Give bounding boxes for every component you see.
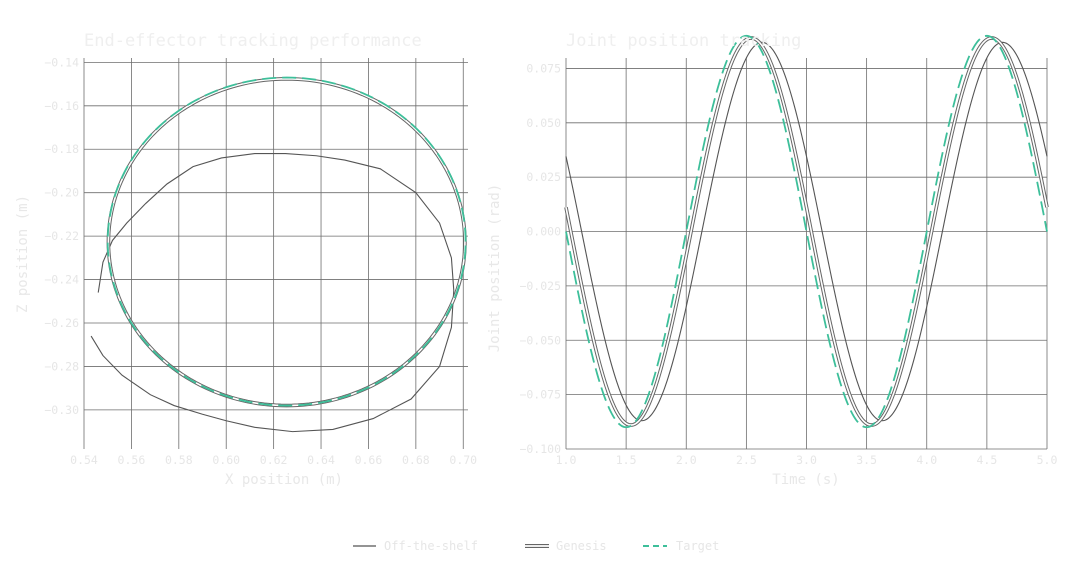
y-tick-label: −0.24 <box>44 273 79 287</box>
x-tick-label: 2.0 <box>676 453 697 467</box>
y-tick-label: −0.20 <box>44 186 79 200</box>
x-axis-label-right: Time (s) <box>772 472 839 488</box>
legend-label-genesis: Genesis <box>556 539 607 553</box>
y-tick-label: −0.22 <box>44 229 79 243</box>
x-tick-label: 0.64 <box>307 453 335 467</box>
series-genesis-outer <box>106 77 467 408</box>
joint-position-chart: 1.0 1.5 2.0 2.5 3.0 3.5 4.0 4.5 5.0 0.075 0.050 0.0… <box>487 31 1057 488</box>
x-tick-label: 2.5 <box>736 453 757 467</box>
grid-right <box>565 58 1048 450</box>
x-tick-label: 0.60 <box>212 453 240 467</box>
chart-title-right: Joint position tracking <box>566 31 801 51</box>
x-tick-label: 0.70 <box>449 453 477 467</box>
x-tick-label: 3.5 <box>856 453 877 467</box>
x-tick-label: 0.58 <box>165 453 193 467</box>
series-right <box>564 34 1049 429</box>
legend-item-target: Target <box>643 539 719 553</box>
y-axis-label-left: Z position (m) <box>15 195 31 313</box>
y-tick-label: 0.075 <box>526 61 561 75</box>
x-tick-label: 0.56 <box>118 453 146 467</box>
y-tick-label: −0.075 <box>519 388 561 402</box>
x-axis-label-left: X position (m) <box>225 472 343 488</box>
y-tick-label: −0.18 <box>44 142 79 156</box>
y-tick-label: 0.025 <box>526 170 561 184</box>
x-tick-label: 5.0 <box>1037 453 1058 467</box>
y-tick-label: −0.30 <box>44 403 79 417</box>
x-tick-label: 0.54 <box>70 453 98 467</box>
series-target-path <box>106 76 467 407</box>
legend-item-genesis: Genesis <box>525 539 607 553</box>
grid-left <box>83 58 468 449</box>
y-tick-label: −0.28 <box>44 359 79 373</box>
x-tick-label: 0.62 <box>260 453 288 467</box>
y-tick-label: −0.050 <box>519 333 561 347</box>
x-tick-label: 3.0 <box>796 453 817 467</box>
y-tick-label: −0.025 <box>519 279 561 293</box>
y-tick-label: −0.26 <box>44 316 79 330</box>
y-tick-label: −0.14 <box>44 55 79 69</box>
x-tick-label: 1.5 <box>616 453 637 467</box>
legend: Off-the-shelf Genesis Target <box>353 539 719 553</box>
y-tick-label: 0.000 <box>526 225 561 239</box>
y-axis-label-right: Joint position (rad) <box>487 184 503 353</box>
x-tick-label: 0.66 <box>355 453 383 467</box>
series-target-path <box>565 34 1048 429</box>
x-tick-label: 1.0 <box>556 453 577 467</box>
series-left <box>90 76 467 433</box>
x-tick-label: 0.68 <box>402 453 430 467</box>
y-tick-label: 0.050 <box>526 116 561 130</box>
end-effector-chart: 0.54 0.56 0.58 0.60 0.62 0.64 0.66 0.68 0.70 −0.1… <box>15 31 477 488</box>
ticks-left: 0.54 0.56 0.58 0.60 0.62 0.64 0.66 0.68 0.70 −0.1… <box>44 55 477 467</box>
series-offshelf-path <box>90 153 455 433</box>
x-tick-label: 4.0 <box>916 453 937 467</box>
series-genesis-inner <box>565 37 1048 426</box>
legend-label-offshelf: Off-the-shelf <box>384 539 478 553</box>
legend-label-target: Target <box>676 539 719 553</box>
legend-item-offshelf: Off-the-shelf <box>353 539 478 553</box>
series-offshelf-path <box>565 41 1048 422</box>
ticks-right: 1.0 1.5 2.0 2.5 3.0 3.5 4.0 4.5 5.0 0.075 0.050 0.0… <box>519 61 1057 467</box>
y-tick-label: −0.100 <box>519 442 561 456</box>
y-tick-label: −0.16 <box>44 99 79 113</box>
chart-title-left: End-effector tracking performance <box>84 31 422 51</box>
x-tick-label: 4.5 <box>976 453 997 467</box>
